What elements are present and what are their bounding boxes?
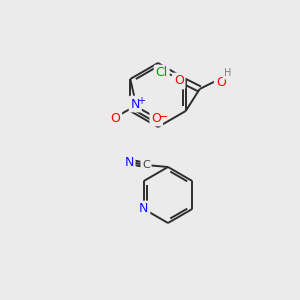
Text: +: +: [137, 96, 145, 106]
Text: O: O: [174, 74, 184, 88]
Text: H: H: [224, 68, 231, 78]
Text: Cl: Cl: [156, 67, 168, 80]
Text: O: O: [110, 112, 120, 124]
Text: −: −: [159, 112, 168, 122]
Text: N: N: [139, 202, 148, 215]
Text: O: O: [151, 112, 161, 124]
Text: N: N: [124, 155, 134, 169]
Text: C: C: [142, 160, 150, 170]
Text: N: N: [130, 98, 140, 110]
Text: O: O: [216, 76, 226, 88]
